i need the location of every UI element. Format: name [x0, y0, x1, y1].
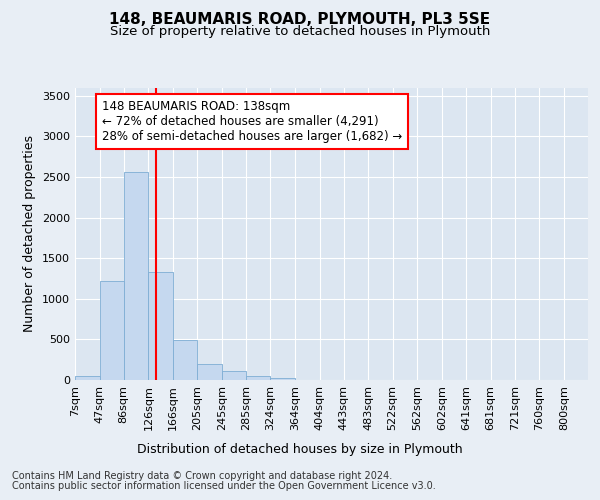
Text: Size of property relative to detached houses in Plymouth: Size of property relative to detached ho… — [110, 25, 490, 38]
Text: 148 BEAUMARIS ROAD: 138sqm
← 72% of detached houses are smaller (4,291)
28% of s: 148 BEAUMARIS ROAD: 138sqm ← 72% of deta… — [101, 100, 402, 142]
Bar — [100, 281, 124, 380]
Bar — [148, 272, 173, 380]
Text: Contains public sector information licensed under the Open Government Licence v3: Contains public sector information licen… — [12, 481, 436, 491]
Bar — [197, 364, 222, 380]
Bar — [75, 376, 100, 380]
Text: Contains HM Land Registry data © Crown copyright and database right 2024.: Contains HM Land Registry data © Crown c… — [12, 471, 392, 481]
Text: Distribution of detached houses by size in Plymouth: Distribution of detached houses by size … — [137, 442, 463, 456]
Bar — [222, 372, 247, 380]
Y-axis label: Number of detached properties: Number of detached properties — [23, 135, 37, 332]
Text: 148, BEAUMARIS ROAD, PLYMOUTH, PL3 5SE: 148, BEAUMARIS ROAD, PLYMOUTH, PL3 5SE — [109, 12, 491, 28]
Bar — [124, 172, 148, 380]
Bar — [247, 376, 271, 380]
Bar — [271, 378, 295, 380]
Bar — [173, 340, 197, 380]
